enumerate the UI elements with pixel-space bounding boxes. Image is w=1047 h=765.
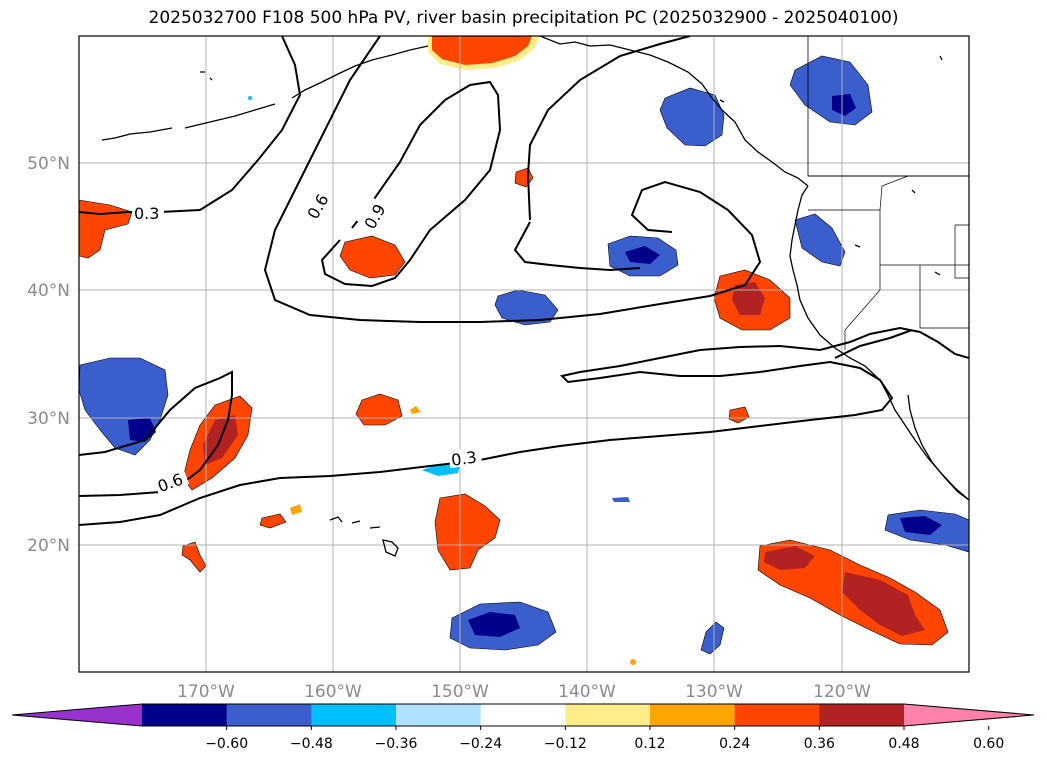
alaska-coast [539,36,809,187]
colorbar-tick-label: −0.12 [544,736,587,752]
precipitation-anomalies [79,36,969,665]
positive-anomaly [630,659,636,665]
lat-label-50n: 50°N [27,154,70,174]
colorbar-extend-low [12,704,142,726]
positive-anomaly [434,493,501,571]
positive-anomaly [290,504,302,515]
lon-label-140w: 140°W [558,682,616,702]
map-frame [78,35,970,673]
colorbar: −0.60 −0.48 −0.36 −0.24 −0.12 0.12 0.24 0.36 0.4… [11,703,1035,752]
negative-anomaly [900,516,942,535]
small-islands [200,55,943,276]
lat-label-40n: 40°N [27,281,70,301]
pv-contour [79,326,969,526]
negative-anomaly [612,497,630,502]
lon-label-160w: 160°W [304,682,362,702]
colorbar-tick-label: −0.48 [290,736,333,752]
pv-contour [526,36,691,221]
colorbar-tick-label: −0.60 [205,736,248,752]
positive-anomaly [181,541,207,573]
colorbar-segment [226,704,312,726]
colorbar-segment [734,704,820,726]
negative-anomaly [625,246,660,264]
positive-anomaly [842,572,925,636]
pv-contour [513,221,641,272]
positive-anomaly [259,513,287,529]
colorbar-tick-label: 0.48 [888,736,919,752]
pv-contour [79,36,302,216]
positive-anomaly [410,406,421,414]
pv-contour [834,329,913,359]
aleutian-islands [101,45,429,141]
colorbar-segment [819,704,905,726]
lat-label-30n: 30°N [27,409,70,429]
lon-label-130w: 130°W [685,682,743,702]
positive-anomaly [79,199,133,259]
us-west-coast [789,185,969,501]
contour-label: 0.3 [450,447,478,469]
positive-anomaly [432,36,532,65]
positive-anomaly [339,235,406,279]
colorbar-segment [650,704,736,726]
negative-anomaly [832,94,856,116]
pv-contour [320,80,502,288]
coastlines [101,36,969,557]
colorbar-tick-label: −0.24 [459,736,502,752]
colorbar-outline [11,703,1035,727]
positive-anomaly [764,546,815,570]
lon-label-120w: 120°W [813,682,871,702]
state-borders [808,175,969,350]
colorbar-tick-label: 0.24 [719,736,750,752]
map-title: 2025032700 F108 500 hPa PV, river basin … [148,8,899,28]
positive-anomaly [355,393,403,426]
lon-label-150w: 150°W [431,682,489,702]
contour-label: 0.3 [134,204,159,223]
colorbar-tick-label: 0.60 [973,736,1004,752]
colorbar-segment [311,704,397,726]
colorbar-segment [142,704,228,726]
negative-anomaly [700,621,725,655]
colorbar-tick-label: 0.12 [634,736,665,752]
colorbar-tick-label: −0.36 [375,736,418,752]
hawaii-islands [329,516,399,557]
lat-label-20n: 20°N [27,536,70,556]
lon-label-170w: 170°W [177,682,235,702]
colorbar-extend-high [904,704,1034,726]
pv-contour [263,36,762,323]
colorbar-segment [565,704,651,726]
negative-anomaly [494,289,559,326]
negative-anomaly [248,96,252,100]
colorbar-segment [480,704,566,726]
negative-anomaly [468,612,520,637]
baja-peninsula [907,394,969,501]
colorbar-tick-label: 0.36 [804,736,835,752]
colorbar-segment [396,704,482,726]
